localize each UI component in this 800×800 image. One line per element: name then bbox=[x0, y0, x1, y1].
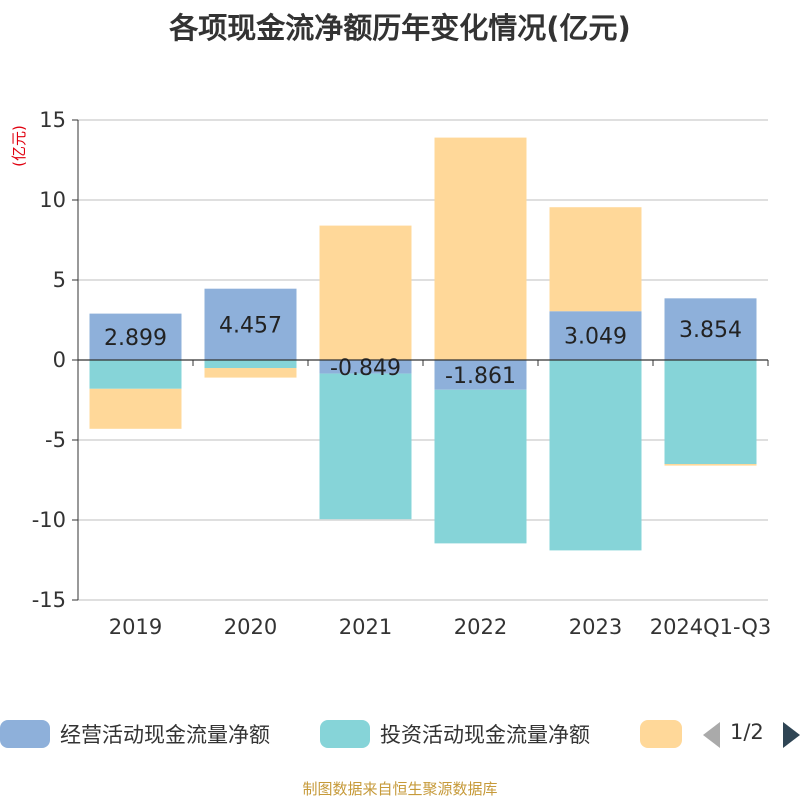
chart-title: 各项现金流净额历年变化情况(亿元) bbox=[168, 11, 631, 45]
data-label: -1.861 bbox=[445, 364, 516, 389]
legend-item-operating[interactable]: 经营活动现金流量净额 bbox=[0, 716, 270, 752]
bar-segment bbox=[434, 389, 527, 544]
bar-segment bbox=[89, 388, 182, 429]
y-tick-label: 5 bbox=[53, 268, 66, 292]
chart: 各项现金流净额历年变化情况(亿元) (亿元) 15 10 5 0 -5 -10 -15 201… bbox=[10, 11, 772, 639]
x-tick-label: 2019 bbox=[109, 615, 162, 639]
bar-segment bbox=[664, 464, 757, 466]
legend-swatch-investing bbox=[320, 720, 370, 748]
bar-segment bbox=[549, 207, 642, 312]
legend-item-investing[interactable]: 投资活动现金流量净额 bbox=[320, 716, 590, 752]
x-tick-label: 2020 bbox=[224, 615, 277, 639]
legend-page-prev-icon[interactable] bbox=[703, 722, 720, 748]
bar-segment bbox=[204, 288, 297, 360]
bar-segment bbox=[549, 311, 642, 360]
bar-segment bbox=[204, 360, 297, 368]
bars-layer bbox=[89, 137, 757, 551]
y-tick-label: -10 bbox=[32, 508, 66, 532]
y-tick-label: 10 bbox=[39, 188, 66, 212]
legend: 经营活动现金流量净额 投资活动现金流量净额 1/2 bbox=[0, 716, 800, 752]
data-label: -0.849 bbox=[330, 356, 401, 381]
bar-segment bbox=[434, 137, 527, 360]
bar-segment bbox=[434, 360, 527, 390]
legend-label-operating: 经营活动现金流量净额 bbox=[60, 723, 270, 747]
legend-item-financing[interactable] bbox=[640, 716, 692, 752]
x-tick-label: 2022 bbox=[454, 615, 507, 639]
bar-segment bbox=[89, 360, 182, 389]
bar-segment bbox=[319, 225, 412, 360]
data-label: 3.854 bbox=[679, 318, 742, 343]
data-labels-layer: 2.899 4.457 -0.849 -1.861 3.049 3.854 bbox=[104, 313, 742, 389]
y-tick-label: -15 bbox=[32, 588, 66, 612]
y-axis-unit-label: (亿元) bbox=[10, 125, 28, 167]
grid-layer bbox=[78, 119, 768, 601]
bar-segment bbox=[204, 368, 297, 378]
bar-segment bbox=[664, 360, 757, 464]
data-label: 3.049 bbox=[564, 325, 627, 350]
axes-layer: 15 10 5 0 -5 -10 -15 2019 2020 2021 2022 2023 2024Q1… bbox=[32, 108, 772, 639]
bar-segment bbox=[664, 298, 757, 360]
x-tick-label: 2023 bbox=[569, 615, 622, 639]
bar-segment bbox=[319, 360, 412, 374]
legend-swatch-operating bbox=[0, 720, 50, 748]
bar-segment bbox=[319, 373, 412, 520]
x-tick-label: 2024Q1-Q3 bbox=[650, 615, 772, 639]
y-tick-label: -5 bbox=[45, 428, 66, 452]
legend-swatch-financing bbox=[640, 720, 682, 748]
y-tick-label: 0 bbox=[53, 348, 66, 372]
data-source-note: 制图数据来自恒生聚源数据库 bbox=[302, 780, 498, 798]
x-tick-label: 2021 bbox=[339, 615, 392, 639]
data-label: 2.899 bbox=[104, 326, 167, 351]
bar-segment bbox=[89, 313, 182, 360]
bar-segment bbox=[549, 360, 642, 551]
data-label: 4.457 bbox=[219, 313, 282, 338]
y-tick-label: 15 bbox=[39, 108, 66, 132]
legend-page-next-icon[interactable] bbox=[783, 722, 800, 748]
legend-page-indicator: 1/2 bbox=[730, 720, 764, 744]
legend-label-investing: 投资活动现金流量净额 bbox=[380, 723, 590, 747]
